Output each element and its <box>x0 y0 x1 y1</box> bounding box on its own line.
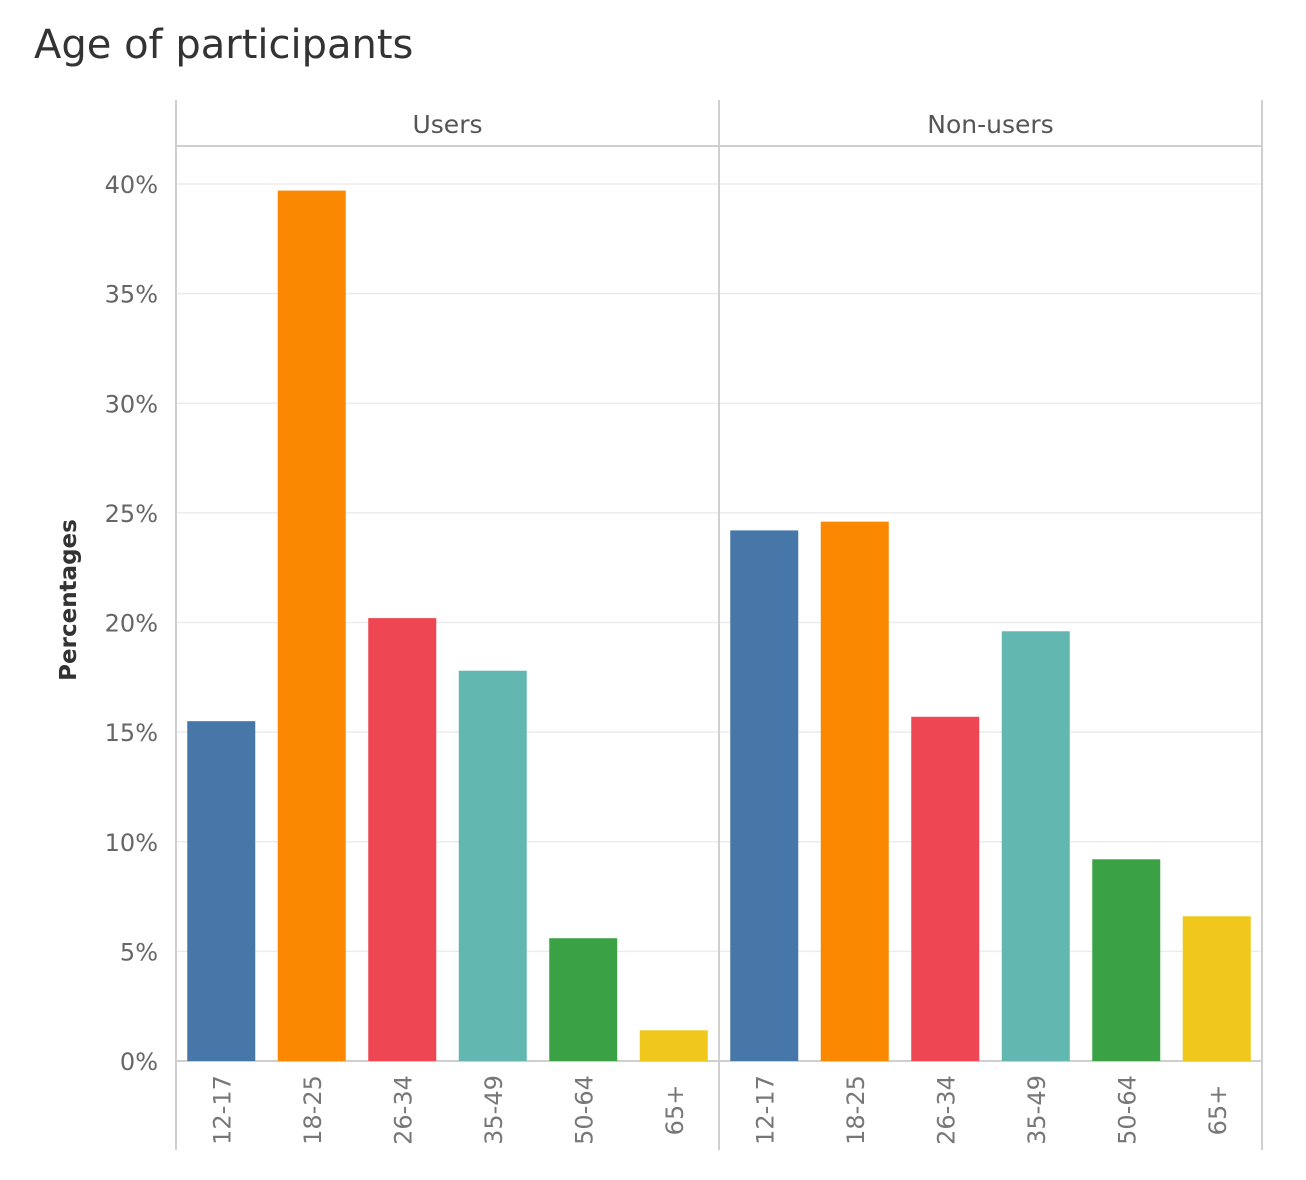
x-tick-label: 26-34 <box>389 1075 417 1145</box>
bars <box>187 190 1251 1061</box>
labels: 0% 5% 10% 15% 20% 25% 30% 35% 40% Percentages User… <box>56 110 1232 1145</box>
x-tick-label: 50-64 <box>1113 1075 1141 1145</box>
bar-non-users-35-49 <box>1001 631 1070 1061</box>
bar-users-35-49 <box>458 670 527 1061</box>
y-tick-label: 25% <box>105 500 158 528</box>
x-tick-label: 50-64 <box>570 1075 598 1145</box>
x-tick-label: 65+ <box>661 1085 689 1136</box>
x-tick-label: 35-49 <box>1023 1075 1051 1145</box>
bar-non-users-12-17 <box>730 530 799 1061</box>
panel-header-label: Non-users <box>927 110 1053 139</box>
chart-title: Age of participants <box>34 22 414 68</box>
y-tick-label: 10% <box>105 829 158 857</box>
bar-non-users-26-34 <box>911 716 980 1061</box>
x-tick-label: 12-17 <box>751 1075 779 1145</box>
bar-non-users-65+ <box>1182 916 1251 1061</box>
y-tick-label: 0% <box>120 1048 158 1076</box>
x-tick-label: 26-34 <box>932 1075 960 1145</box>
bar-users-18-25 <box>277 190 346 1061</box>
y-axis-label: Percentages <box>56 519 82 681</box>
x-tick-label: 35-49 <box>480 1075 508 1145</box>
bar-users-12-17 <box>187 721 256 1061</box>
y-tick-label: 40% <box>105 171 158 199</box>
x-tick-label: 18-25 <box>299 1075 327 1145</box>
panel-frame <box>175 100 1263 1150</box>
y-tick-label: 20% <box>105 610 158 638</box>
bar-users-26-34 <box>368 618 437 1061</box>
bar-users-65+ <box>639 1030 708 1061</box>
x-tick-label: 12-17 <box>208 1075 236 1145</box>
x-tick-label: 65+ <box>1204 1085 1232 1136</box>
bar-non-users-18-25 <box>820 521 889 1061</box>
panel-header-label: Users <box>412 110 482 139</box>
y-tick-label: 15% <box>105 719 158 747</box>
y-tick-label: 5% <box>120 938 158 966</box>
y-tick-label: 30% <box>105 390 158 418</box>
x-tick-label: 18-25 <box>842 1075 870 1145</box>
bar-users-50-64 <box>549 938 618 1061</box>
y-tick-label: 35% <box>105 281 158 309</box>
bar-non-users-50-64 <box>1092 859 1161 1061</box>
